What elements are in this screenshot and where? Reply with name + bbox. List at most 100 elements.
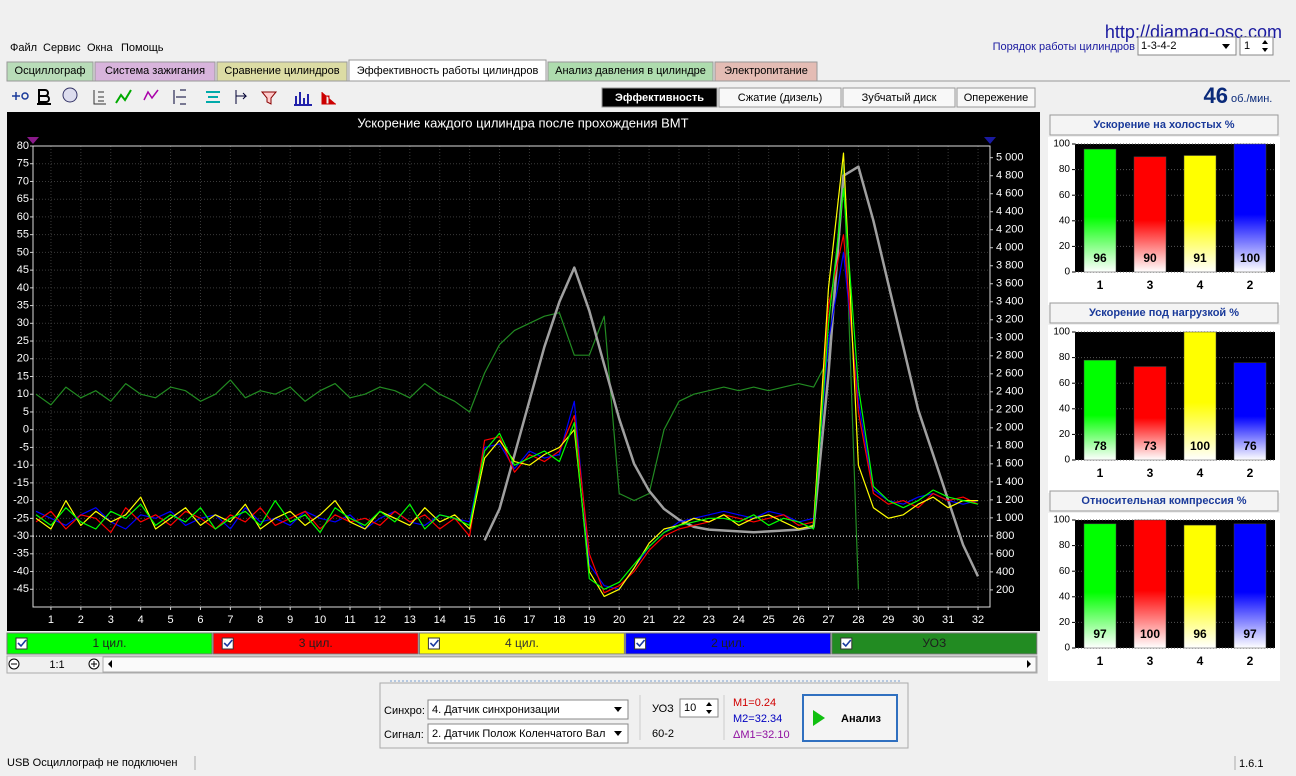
firing-order-select[interactable] [1137, 36, 1237, 56]
menu-item[interactable]: Помощь [121, 42, 164, 54]
toolbar-icon[interactable] [235, 90, 248, 104]
firing-order-label: Порядок работы цилиндров [993, 41, 1136, 53]
bar [1133, 366, 1167, 461]
legend-checkbox[interactable] [427, 637, 440, 650]
chart-panel [7, 112, 1040, 631]
y2-tick-label: 200 [996, 584, 1014, 596]
marker-delta: ΔM1=32.10 [733, 729, 790, 741]
x-tick-label: 18 [553, 614, 565, 626]
plot-frame [32, 145, 991, 608]
x-tick-label: 11 [344, 614, 355, 626]
legend-checkbox[interactable] [221, 637, 234, 650]
y-tick-label: 5 [23, 406, 29, 418]
y-tick-label: 80 [17, 140, 29, 152]
spin-arrows [1262, 40, 1268, 52]
y2-tick-label: 4 000 [996, 242, 1024, 254]
menu-item[interactable]: Окна [87, 42, 113, 54]
tab[interactable] [348, 59, 547, 82]
legend-checkbox[interactable] [634, 637, 647, 650]
toolbar-icon[interactable] [37, 89, 51, 105]
y-tick-label: 80 [1059, 352, 1071, 363]
menu-item[interactable]: Сервис [43, 42, 81, 54]
y-tick-label: 100 [1053, 327, 1070, 338]
panel-title: Ускорение под нагрузкой % [1089, 307, 1239, 319]
legend-checkbox[interactable] [840, 637, 853, 650]
x-tick-label: 3 [108, 614, 114, 626]
legend-item[interactable] [831, 632, 1038, 655]
x-tick-label: 6 [197, 614, 203, 626]
series-line [35, 188, 979, 590]
firing-order-spin-value: 1 [1244, 40, 1250, 52]
toolbar-icon[interactable] [143, 89, 159, 101]
y2-tick-label: 1 800 [996, 440, 1024, 452]
sync-label: Синхро: [384, 705, 425, 717]
bar-value-label: 91 [1193, 251, 1207, 265]
sync-value: 4. Датчик синхронизации [432, 704, 560, 716]
sync-select[interactable] [427, 699, 629, 720]
x-tick-label: 17 [523, 614, 535, 626]
scrollbar[interactable] [102, 656, 1037, 673]
rpm-value: 46 [1204, 83, 1228, 108]
y2-tick-label: 800 [996, 530, 1014, 542]
subtab[interactable] [956, 87, 1036, 108]
legend-item[interactable] [625, 632, 832, 655]
x-tick-label: 9 [287, 614, 293, 626]
panel-title: Относительная компрессия % [1081, 495, 1246, 507]
y-tick-label: 60 [17, 211, 29, 223]
version: 1.6.1 [1239, 758, 1263, 770]
bar-value-label: 73 [1143, 439, 1157, 453]
y-tick-label: 30 [17, 317, 29, 329]
signal-select[interactable] [427, 723, 629, 744]
toolbar-icon[interactable] [93, 90, 106, 105]
y-tick-label: 20 [1059, 429, 1071, 440]
tab-bar: Осциллограф Система зажигания Сравнение ци… [6, 59, 1290, 82]
y2-tick-label: 400 [996, 566, 1014, 578]
rpm-line [483, 165, 980, 577]
legend-item[interactable] [6, 632, 213, 655]
marker-right[interactable] [984, 137, 996, 144]
marker-m1: M1=0.24 [733, 697, 776, 709]
y2-tick-label: 3 400 [996, 296, 1024, 308]
x-tick-label: 3 [1147, 278, 1154, 292]
subtab[interactable] [718, 87, 842, 108]
marker-left[interactable] [27, 137, 39, 144]
subtab[interactable] [842, 87, 956, 108]
chart-title: Ускорение каждого цилиндра после прохожд… [357, 115, 688, 130]
toolbar-icon[interactable] [62, 87, 78, 103]
y2-tick-label: 2 600 [996, 368, 1024, 380]
y-tick-label: -5 [19, 441, 29, 453]
y-tick-label: 20 [1059, 241, 1071, 252]
toolbar-icon[interactable] [173, 89, 186, 105]
marker-m2: M2=32.34 [733, 713, 782, 725]
y-tick-label: 80 [1059, 164, 1071, 175]
analyze-label: Анализ [841, 713, 881, 725]
x-tick-label: 30 [912, 614, 924, 626]
y-tick-label: -25 [13, 512, 29, 524]
toolbar-icon[interactable] [321, 92, 336, 105]
tab-label: Осциллограф [15, 65, 86, 77]
legend-item[interactable] [212, 632, 419, 655]
y2-tick-label: 4 600 [996, 188, 1024, 200]
bar-value-label: 97 [1243, 627, 1257, 641]
legend-label: 2 цил. [711, 636, 745, 650]
bar [1083, 148, 1117, 273]
bar [1083, 359, 1117, 461]
analyze-icon [813, 710, 825, 726]
toolbar-icon[interactable] [294, 92, 312, 106]
legend-checkbox[interactable] [15, 637, 28, 650]
menu-item[interactable]: Файл [10, 42, 37, 54]
y-tick-label: -40 [13, 565, 29, 577]
y-tick-label: 65 [17, 193, 29, 205]
toolbar-icon[interactable] [115, 89, 132, 104]
y-tick-label: 0 [1064, 267, 1070, 278]
legend-item[interactable] [418, 632, 625, 655]
toolbar-icon[interactable] [12, 92, 29, 100]
toolbar-icon[interactable] [206, 91, 220, 103]
separator [639, 695, 725, 740]
x-tick-label: 22 [673, 614, 685, 626]
toolbar-icon[interactable] [260, 91, 278, 105]
subtab[interactable] [601, 87, 718, 108]
